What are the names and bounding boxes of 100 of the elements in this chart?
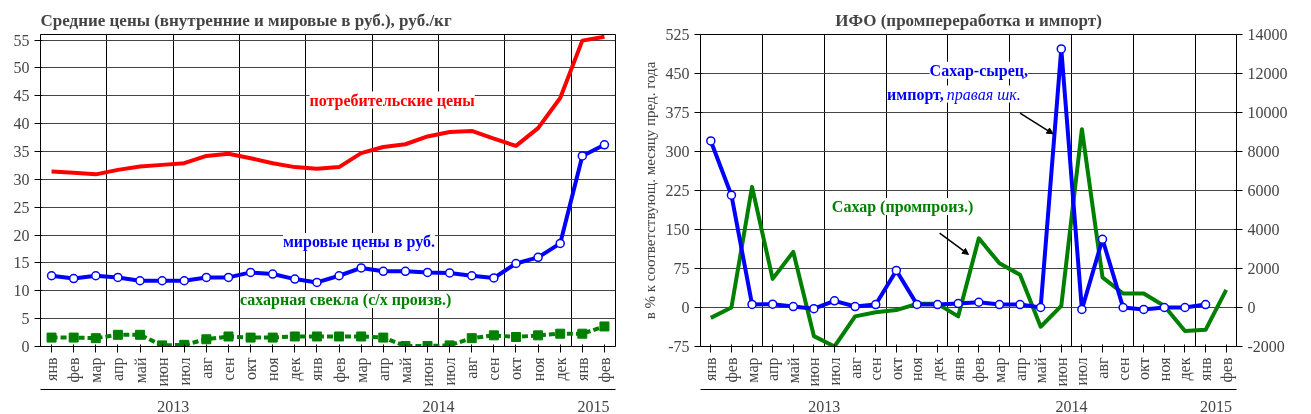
point [334,331,345,342]
point [46,271,57,281]
x-tick-label: дек [551,357,570,381]
point [422,267,433,278]
point [1200,299,1211,310]
y-tick-label: 55 [13,31,30,49]
x-tick-label: апр [764,357,783,381]
point [356,331,367,342]
x-tick-label: окт [507,357,525,381]
point [489,273,499,283]
y-tick-label: 30 [13,170,30,188]
point [400,266,411,277]
series-label: потребительские цены [309,91,476,110]
y-tick-label: 525 [665,26,690,43]
x-tick-label: фев [970,357,989,383]
point [112,329,123,340]
x-tick-label: май [1032,357,1050,384]
x-tick-label: май [396,357,414,384]
y2-tick-label: 14000 [1247,26,1288,43]
point [356,263,366,273]
x-tick-label: янв [702,357,720,381]
y-tick-label: 0 [681,299,690,316]
point [1180,302,1190,313]
x-tick-label: сен [1114,357,1132,381]
series-label: сахарная свекла (с/х произв.) [239,291,452,310]
x-tick-label: июн [419,357,437,387]
x-tick-label: фев [595,357,614,383]
x-tick-label: апр [374,357,393,381]
x-tick-label: май [131,357,149,384]
x-tick-label: дек [1176,357,1195,381]
x-tick-label: мар [352,357,371,383]
point [788,301,799,312]
y-tick-label: 40 [13,115,30,133]
x-tick-label: янв [573,357,591,381]
point [829,296,840,306]
point [466,333,477,344]
point [312,277,322,288]
point [1118,302,1128,313]
point [201,272,212,283]
x-tick-label: янв [949,357,967,381]
x-tick-label: июн [153,357,171,387]
y2-tick-label: 12000 [1247,65,1288,82]
x-tick-label: апр [1011,357,1030,381]
point [706,136,716,146]
point [113,272,123,283]
line-series [49,34,607,177]
y2-tick-label: -2000 [1247,338,1285,355]
x-tick-label: фев [722,357,741,383]
point [1035,302,1046,313]
y2-tick-label: 6000 [1247,182,1280,199]
y-tick-label: 0 [21,338,30,355]
point [953,298,963,309]
point [290,274,300,284]
point [850,301,860,312]
y-tick-label: 20 [13,226,30,244]
x-tick-label: окт [242,357,260,381]
point [245,267,256,278]
x-tick-label: ноя [908,356,926,382]
y-tick-label: 35 [13,143,30,160]
point [511,258,521,269]
point [994,299,1005,310]
point [891,265,902,276]
x-tick-label: фев [1217,357,1236,383]
x-tick-label: июл [441,357,459,386]
x-tick-label: июл [175,357,193,386]
x-tick-label: мар [87,357,106,383]
y-tick-label: 450 [665,65,690,82]
point [334,271,344,281]
y2-tick-label: 4000 [1247,221,1280,238]
point [90,333,101,344]
series-label: Сахар (промпроиз.) [831,197,974,216]
x-tick-label: янв [308,357,326,381]
y-tick-label: 375 [665,104,690,121]
x-tick-label: апр [109,357,128,381]
point [1056,44,1067,54]
point [267,332,278,343]
point [179,276,189,286]
x-tick-label: ноя [264,356,282,382]
text: 2013 [157,397,190,414]
point [726,190,737,200]
point [1077,304,1087,315]
text: 2014 [1055,397,1088,414]
series-label: Сахар-сырец, импорт, правая шк. [887,61,1029,104]
chart-title: ИФО (промпереработка и импорт) [835,10,1102,30]
text: 2013 [808,397,841,414]
point [577,328,588,339]
point [444,268,455,278]
x-tick-label: янв [1197,357,1215,381]
point [767,299,778,309]
y-tick-label: 150 [665,221,690,238]
x-tick-label: сен [219,357,237,381]
point [223,272,234,283]
point [747,299,757,310]
point [267,269,278,279]
point [467,271,477,281]
y-tick-label: 300 [665,143,690,160]
x-tick-label: июл [826,357,843,386]
point [223,331,234,342]
point [488,330,499,341]
point [1159,302,1170,313]
